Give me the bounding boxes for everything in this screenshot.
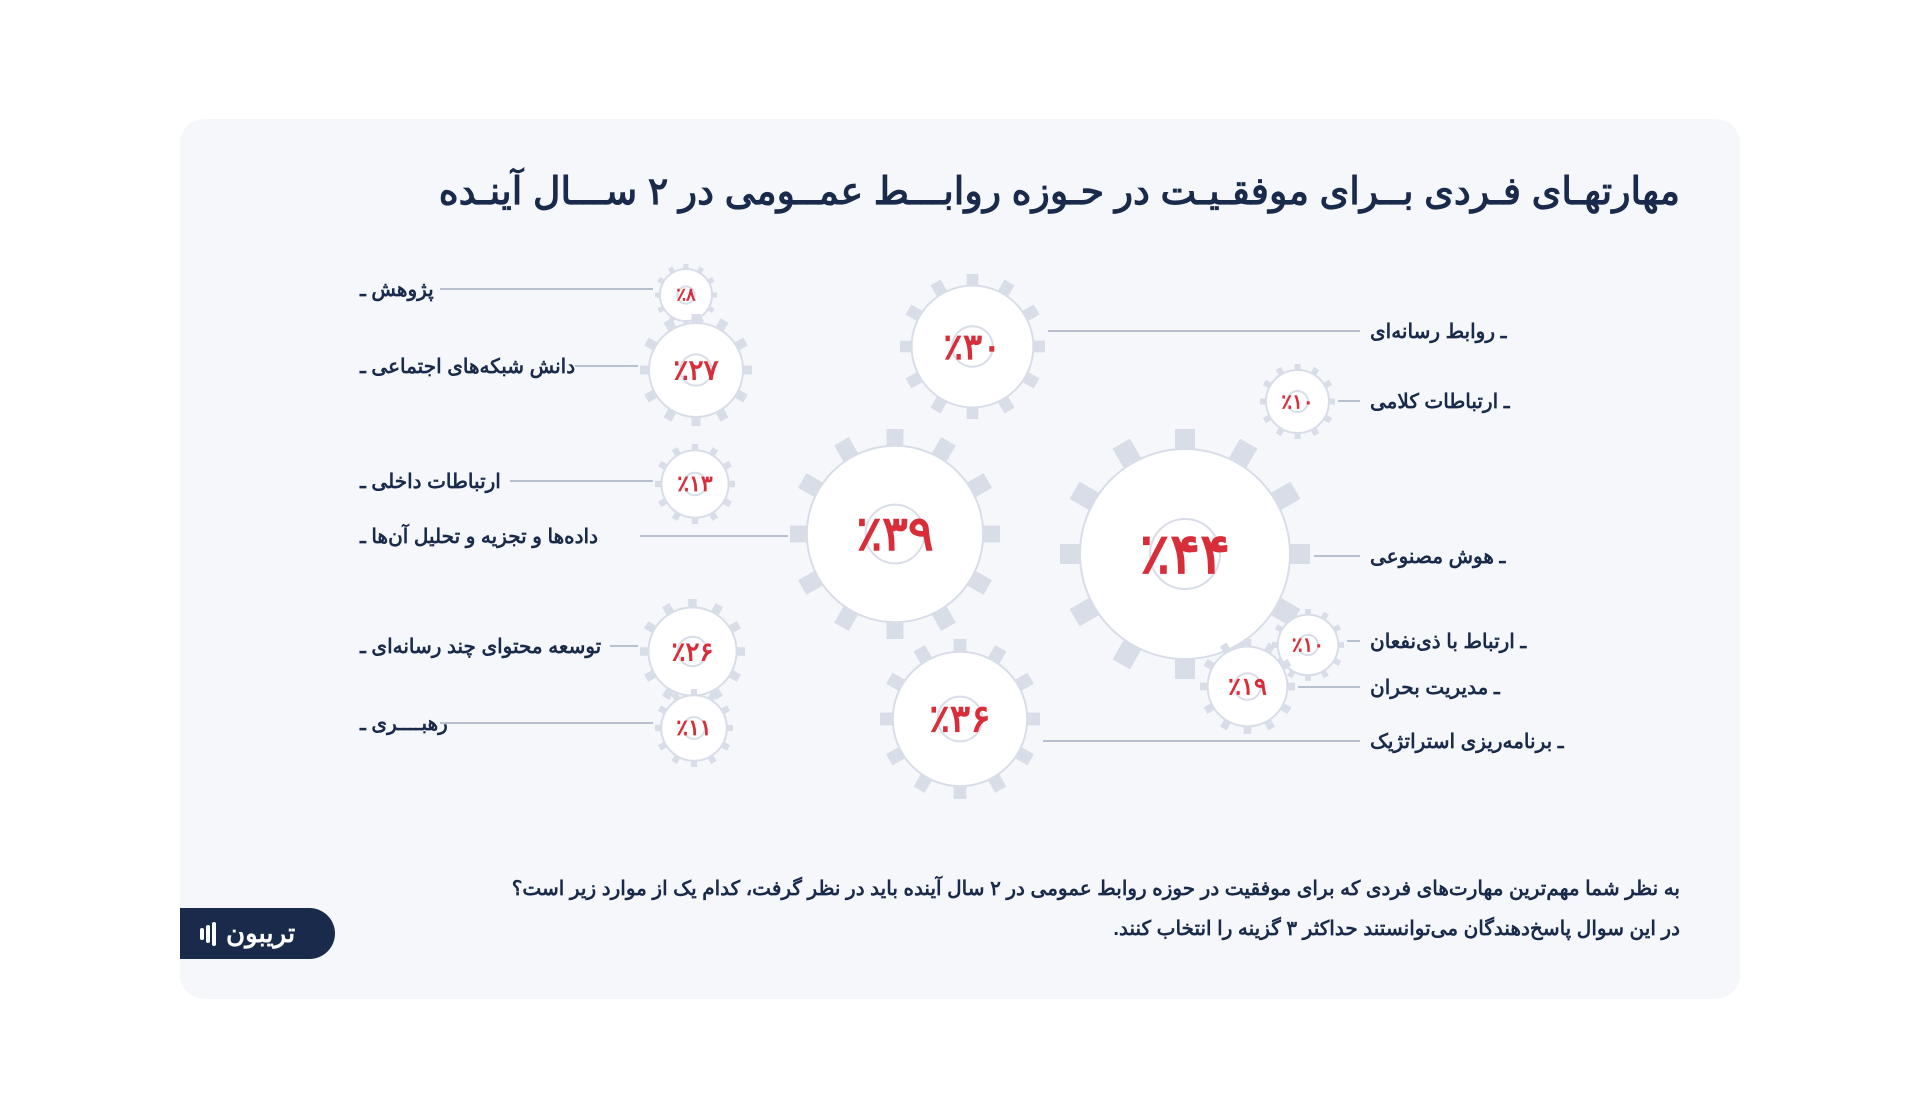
gear-value: ٪۲۶ bbox=[672, 636, 714, 667]
connector-line bbox=[440, 722, 653, 724]
skill-label: داده‌ها و تجزیه و تحلیل آن‌ها ـ bbox=[360, 524, 598, 549]
gear-g10a: ٪۱۰ bbox=[1260, 364, 1335, 439]
infographic-container: مهارتهـای فـردی بــرای موفقـیـت در حـوزه… bbox=[180, 119, 1740, 999]
brand-label: تریبون bbox=[226, 918, 295, 949]
gear-g19: ٪۱۹ bbox=[1200, 639, 1295, 734]
gear-value: ٪۳۶ bbox=[929, 697, 990, 742]
gear-value: ٪۲۷ bbox=[673, 354, 718, 387]
skill-label: ارتباطات داخلی ـ bbox=[360, 469, 501, 494]
gear-g27: ٪۲۷ bbox=[640, 314, 752, 426]
connector-line bbox=[1314, 555, 1360, 557]
gear-g36: ٪۳۶ bbox=[880, 639, 1040, 799]
skill-label: توسعه محتوای چند رسانه‌ای ـ bbox=[360, 634, 601, 659]
skill-label: ـ مدیریت بحران bbox=[1370, 675, 1500, 700]
gear-canvas: ٪۴۴ ـ هوش مصنوعی ٪۳۹ داده‌ها و تجزیه و تحل… bbox=[240, 239, 1680, 829]
connector-line bbox=[440, 288, 653, 290]
brand-badge: تریبون bbox=[180, 908, 335, 959]
connector-line bbox=[1048, 330, 1360, 332]
skill-label: ـ ارتباطات کلامی bbox=[1370, 389, 1510, 414]
gear-value: ٪۸ bbox=[676, 285, 695, 306]
connector-line bbox=[1043, 740, 1360, 742]
gear-value: ٪۱۰ bbox=[1281, 389, 1313, 414]
connector-line bbox=[1298, 686, 1360, 688]
brand-icon bbox=[200, 922, 216, 946]
connector-line bbox=[610, 645, 638, 647]
gear-value: ٪۱۹ bbox=[1228, 672, 1267, 701]
connector-line bbox=[1338, 400, 1360, 402]
gear-value: ٪۴۴ bbox=[1140, 521, 1230, 587]
question-line-1: به نظر شما مهم‌ترین مهارت‌های فردی که بر… bbox=[460, 869, 1680, 909]
question-line-2: در این سوال پاسخ‌دهندگان می‌توانستند حدا… bbox=[460, 909, 1680, 949]
connector-line bbox=[510, 480, 653, 482]
skill-label: پژوهش ـ bbox=[360, 277, 434, 302]
skill-label: ـ ارتباط با ذی‌نفعان bbox=[1370, 629, 1526, 654]
skill-label: رهبــــری ـ bbox=[360, 711, 448, 736]
gear-value: ٪۱۰ bbox=[1292, 633, 1324, 658]
gear-value: ٪۱۳ bbox=[677, 471, 712, 497]
connector-line bbox=[1347, 640, 1360, 642]
connector-line bbox=[640, 535, 788, 537]
gear-value: ٪۳۰ bbox=[943, 326, 1001, 368]
gear-g11: ٪۱۱ bbox=[655, 689, 733, 767]
gear-value: ٪۱۱ bbox=[676, 715, 711, 741]
connector-line bbox=[575, 365, 638, 367]
skill-label: ـ روابط رسانه‌ای bbox=[1370, 319, 1506, 344]
gear-g30: ٪۳۰ bbox=[900, 274, 1045, 419]
skill-label: ـ هوش مصنوعی bbox=[1370, 544, 1505, 569]
skill-label: ـ برنامه‌ریزی استراتژیک bbox=[1370, 729, 1564, 754]
gear-g13: ٪۱۳ bbox=[655, 444, 735, 524]
question-text: به نظر شما مهم‌ترین مهارت‌های فردی که بر… bbox=[460, 869, 1680, 949]
page-title: مهارتهـای فـردی بــرای موفقـیـت در حـوزه… bbox=[240, 169, 1680, 214]
skill-label: دانش شبکه‌های اجتماعی ـ bbox=[360, 354, 575, 379]
gear-g39: ٪۳۹ bbox=[790, 429, 1000, 639]
gear-value: ٪۳۹ bbox=[856, 506, 933, 562]
